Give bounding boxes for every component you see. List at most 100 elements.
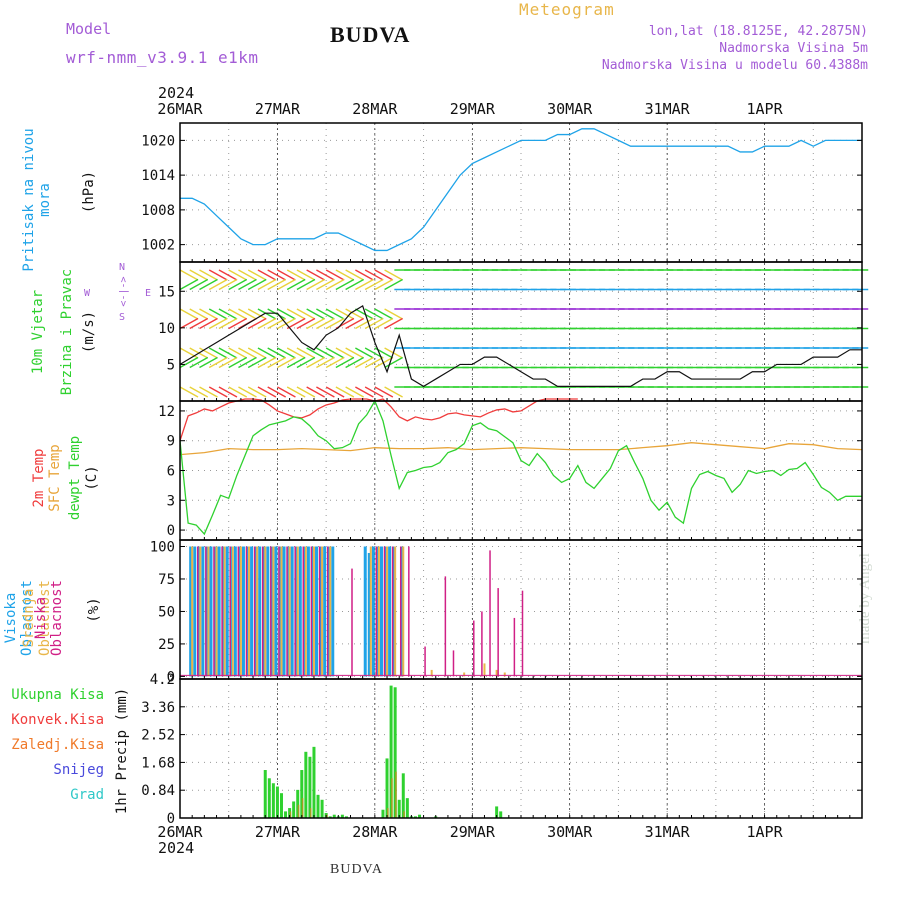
- wind-barb: [257, 317, 277, 330]
- cloud-high-bar: [331, 546, 335, 677]
- cloud-high-bar: [298, 546, 302, 677]
- cloud-high-bar: [225, 546, 229, 677]
- wind-barb: [208, 308, 228, 320]
- precip-total-bar: [418, 814, 422, 818]
- time-tick-top: 30MAR: [547, 100, 593, 118]
- wind-barb: [199, 269, 218, 281]
- wind-barb: [228, 386, 248, 398]
- compass-s: S: [119, 312, 126, 323]
- cloud-mid-bar: [463, 672, 466, 677]
- temp-dewpt-line: [179, 399, 862, 536]
- compass-n: N: [119, 262, 126, 273]
- precip-tick-label: 4.2: [150, 672, 175, 688]
- time-tick-top: 26MAR: [157, 100, 203, 118]
- year-label-top: 2024: [158, 84, 195, 102]
- cloud-low-bar: [452, 650, 455, 677]
- cloud-mid-bar: [304, 546, 307, 677]
- time-tick-bottom: 27MAR: [255, 823, 301, 841]
- cloud-low-bar: [253, 546, 256, 677]
- cloud-high-bar: [363, 546, 367, 677]
- cloud-high-bar: [327, 546, 331, 677]
- precip-total-bar: [304, 751, 308, 818]
- wind-barb: [247, 347, 267, 359]
- precip-total-bar: [279, 793, 283, 818]
- cloud-high-bar: [315, 546, 319, 677]
- precip-total-bar: [389, 685, 393, 818]
- cloud-mid-bar: [223, 546, 226, 677]
- cloud-mid-bar: [231, 546, 234, 677]
- wind-barb: [325, 317, 345, 330]
- cloud-low-bar: [383, 546, 386, 677]
- wind-barb: [325, 308, 345, 320]
- wind-barb: [325, 356, 345, 369]
- wind-barb: [218, 269, 238, 281]
- wind-barb: [257, 308, 277, 320]
- cloud-mid-bar: [377, 546, 380, 677]
- wind-speed-line: [179, 304, 862, 388]
- time-tick-top: 27MAR: [255, 100, 301, 118]
- wind-barb: [296, 278, 316, 291]
- wind-barb: [247, 308, 267, 320]
- wind-barb: [296, 308, 316, 320]
- wind-barb: [355, 269, 374, 281]
- altitude-text: Nadmorska Visina 5m: [719, 41, 868, 56]
- cloud-high-bar: [189, 546, 193, 677]
- time-tick-bottom: 28MAR: [352, 823, 398, 841]
- wind-barb: [374, 356, 394, 369]
- cloud-high-bar: [302, 546, 306, 677]
- wind-barb: [277, 308, 296, 320]
- wind-barb: [316, 347, 335, 359]
- temp-tick-label: 12: [158, 404, 175, 420]
- wind-barb: [335, 278, 355, 291]
- wind-barb: [238, 386, 257, 398]
- cloud-mid-bar: [256, 546, 259, 677]
- wind-barb: [355, 308, 374, 320]
- wind-barb: [238, 347, 257, 359]
- time-tick-top: 1APR: [747, 100, 784, 118]
- wind-barb: [384, 317, 403, 330]
- wind-barb: [218, 308, 238, 320]
- cloud-mid-bar: [248, 546, 251, 677]
- wind-barb: [238, 269, 257, 281]
- cloud-low-bar: [196, 546, 199, 677]
- cloud-low-bar: [245, 546, 248, 677]
- wind-barb: [257, 278, 277, 291]
- cloud-high-bar: [274, 546, 278, 677]
- wind-barb: [247, 386, 267, 398]
- wind-barb: [238, 278, 257, 291]
- cloud-high-bar: [266, 546, 270, 677]
- cloud-high-bar: [241, 546, 245, 677]
- wind-barb: [345, 269, 364, 281]
- cloud-mid-bar: [239, 546, 242, 677]
- wind-tick-label: 15: [158, 284, 175, 300]
- wind-barb: [286, 386, 306, 398]
- cloud-mid-bar: [288, 546, 291, 677]
- cloud-high-bar: [371, 546, 375, 677]
- precip-total-bar: [495, 806, 499, 818]
- wind-barb: [179, 356, 199, 369]
- cloud-high-bar: [250, 546, 254, 677]
- precip-convective-bar: [403, 811, 405, 818]
- cloud-high-bar: [229, 546, 233, 677]
- meteogram-title: Meteogram: [519, 0, 615, 19]
- wind-barb: [296, 347, 316, 359]
- precip-total-bar: [381, 809, 385, 818]
- cloud-high-bar: [205, 546, 209, 677]
- precip-total-bar: [300, 770, 304, 818]
- cloud-low-bar: [310, 546, 313, 677]
- compass-w: W: [84, 288, 91, 299]
- grid-layer: [179, 123, 862, 818]
- precip-convective-bar: [395, 771, 397, 818]
- wind-barb: [335, 347, 355, 359]
- cloud-high-bar: [246, 546, 250, 677]
- cloud-low-bar: [221, 546, 223, 677]
- cloud-mid-bar: [280, 546, 283, 677]
- wind-barb: [286, 308, 306, 320]
- wind-barb: [325, 347, 345, 359]
- cloud-high-bar: [323, 546, 327, 677]
- wind-barb: [316, 269, 335, 281]
- precip-convective-bar: [387, 808, 389, 818]
- wind-barb: [316, 308, 335, 320]
- cloud-high-bar: [319, 546, 323, 677]
